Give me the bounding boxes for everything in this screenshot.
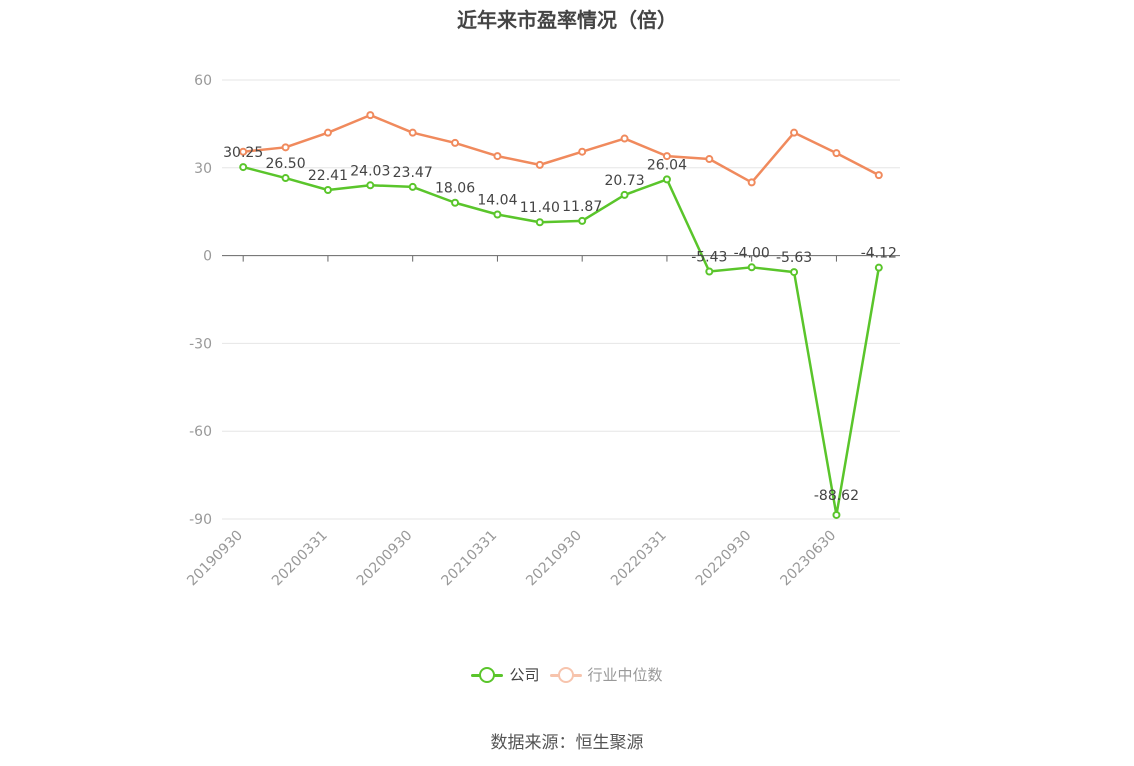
legend-industry-marker-icon	[549, 666, 582, 683]
series-line-industry-median	[243, 113, 880, 184]
data-point-company	[578, 216, 587, 225]
data-label-company: -4.12	[861, 246, 897, 262]
data-point-industry-median	[705, 155, 714, 164]
legend: 公司 行业中位数	[0, 664, 1134, 685]
legend-item-label: 公司	[509, 666, 540, 684]
axis-layer: -90 -60 -30 0 30 60 20190930 20200331 20200930 20…	[184, 73, 900, 589]
data-label-company: -5.63	[776, 250, 812, 266]
legend-item-label: 行业中位数	[587, 666, 663, 684]
legend-item-company[interactable]: 公司	[471, 664, 540, 685]
data-label-company: 11.87	[562, 199, 602, 215]
data-label-company: -5.43	[691, 249, 727, 265]
y-tick-label: -60	[189, 424, 212, 440]
data-point-industry-median	[281, 143, 290, 152]
data-point-industry-median	[451, 138, 460, 147]
x-tick-label: 20210930	[523, 528, 585, 590]
data-label-company: 22.41	[308, 168, 348, 184]
x-tick-label: 20230630	[778, 528, 840, 590]
y-tick-label: 60	[194, 73, 212, 89]
chart-title: 近年来市盈率情况（倍）	[457, 8, 677, 32]
data-point-company	[323, 186, 332, 195]
data-point-company	[662, 175, 671, 184]
data-point-industry-median	[832, 149, 841, 158]
x-tick-label: 20200331	[269, 528, 331, 590]
data-label-company: 11.40	[520, 200, 560, 216]
series-line-company	[242, 165, 881, 517]
x-tick-label: 20200930	[354, 528, 416, 590]
data-point-company	[747, 263, 756, 272]
data-label-company: 23.47	[393, 165, 433, 181]
data-point-company	[239, 163, 248, 172]
data-point-company	[832, 510, 841, 519]
data-point-company	[408, 182, 417, 191]
data-point-industry-median	[366, 111, 375, 120]
data-label-company: 18.06	[435, 181, 475, 197]
data-point-industry-median	[323, 128, 332, 137]
legend-company-marker-icon	[471, 666, 504, 683]
data-label-company: -88.62	[814, 488, 859, 504]
y-tick-label: -90	[189, 512, 212, 528]
source-note: 数据来源：恒生聚源	[490, 733, 644, 753]
data-point-company	[281, 174, 290, 183]
data-point-industry-median	[747, 178, 756, 187]
x-tick-label: 20220930	[693, 528, 755, 590]
data-point-company	[790, 268, 799, 277]
data-point-industry-median	[874, 171, 883, 180]
data-point-industry-median	[662, 152, 671, 161]
series-layer	[239, 111, 883, 519]
data-label-company: 14.04	[477, 193, 517, 209]
x-tick-label: 20210331	[439, 528, 501, 590]
grid-layer	[222, 79, 900, 520]
data-point-industry-median	[578, 147, 587, 156]
x-tick-label: 20220331	[608, 528, 670, 590]
data-point-company	[874, 263, 883, 272]
legend-item-industry-median[interactable]: 行业中位数	[549, 664, 663, 685]
data-label-company: 26.50	[266, 156, 306, 172]
data-point-industry-median	[790, 128, 799, 137]
data-label-company: 30.25	[223, 145, 263, 161]
data-point-industry-median	[493, 152, 502, 161]
data-point-industry-median	[408, 128, 417, 137]
data-label-company: 20.73	[605, 173, 645, 189]
data-point-company	[535, 218, 544, 227]
data-point-industry-median	[239, 147, 248, 156]
data-point-industry-median	[620, 134, 629, 143]
x-tick-label: 20190930	[184, 528, 246, 590]
data-point-company	[620, 190, 629, 199]
data-point-company	[705, 267, 714, 276]
data-label-company: 26.04	[647, 157, 687, 173]
data-label-company: 24.03	[350, 163, 390, 179]
data-point-company	[493, 210, 502, 219]
data-label-company: -4.00	[734, 245, 770, 261]
data-point-company	[366, 181, 375, 190]
y-tick-label: -30	[189, 336, 212, 352]
data-point-industry-median	[535, 160, 544, 169]
y-tick-label: 0	[203, 249, 212, 265]
data-point-company	[451, 198, 460, 207]
y-tick-label: 30	[194, 161, 212, 177]
